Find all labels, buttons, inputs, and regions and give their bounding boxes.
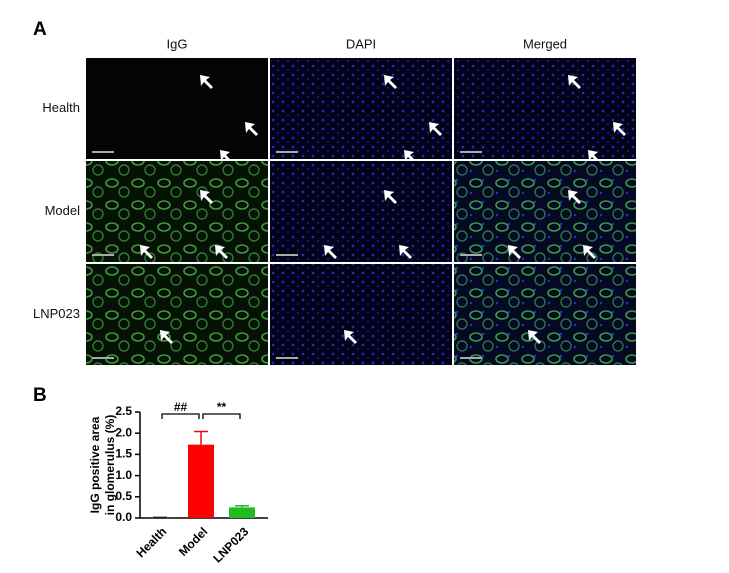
panel-label: A xyxy=(33,19,47,40)
arrow xyxy=(200,75,213,89)
significance-bracket xyxy=(161,413,200,419)
y-tick-label: 1.0 xyxy=(115,468,132,482)
micrograph-grid: IgG DAPI Merged Health Model LNP023 xyxy=(33,36,636,365)
bar xyxy=(188,444,214,518)
arrow xyxy=(568,190,581,204)
micrograph xyxy=(86,58,268,159)
significance-bracket xyxy=(202,413,241,419)
error-bar xyxy=(194,430,208,445)
micrograph xyxy=(86,264,268,365)
x-tick-label: LNP023 xyxy=(210,524,251,565)
arrow xyxy=(140,245,153,259)
arrow xyxy=(245,122,258,136)
arrow xyxy=(508,245,521,259)
micrograph xyxy=(454,264,636,365)
y-tick-label: 0.0 xyxy=(115,510,132,524)
y-tick-label: 2.5 xyxy=(115,404,132,418)
micrograph xyxy=(270,58,452,159)
micrograph xyxy=(270,161,452,262)
arrow xyxy=(528,330,541,344)
error-bar xyxy=(235,504,249,508)
arrow xyxy=(429,122,442,136)
significance-label: ** xyxy=(217,400,227,414)
y-axis-label: IgG positive area xyxy=(88,416,102,513)
y-tick-label: 2.0 xyxy=(115,425,132,439)
arrow xyxy=(220,150,233,164)
row-label: Health xyxy=(42,100,80,115)
x-tick-label: Model xyxy=(176,524,210,558)
x-tick-label: Health xyxy=(134,524,170,560)
arrow xyxy=(160,330,173,344)
micrograph xyxy=(270,264,452,365)
arrow xyxy=(399,245,412,259)
row-label: LNP023 xyxy=(33,306,80,321)
arrow xyxy=(200,190,213,204)
micrograph xyxy=(454,58,636,159)
y-tick-label: 0.5 xyxy=(115,489,132,503)
bar xyxy=(229,507,255,518)
arrow xyxy=(384,75,397,89)
micrograph xyxy=(454,161,636,262)
arrow xyxy=(324,245,337,259)
column-header: Merged xyxy=(523,36,567,51)
arrow xyxy=(344,330,357,344)
column-header: DAPI xyxy=(346,36,376,51)
arrow xyxy=(613,122,626,136)
arrow xyxy=(404,150,417,164)
arrow xyxy=(583,245,596,259)
micrograph xyxy=(86,161,268,262)
arrow xyxy=(384,190,397,204)
column-header: IgG xyxy=(167,36,188,51)
significance-label: ## xyxy=(174,400,188,414)
arrow xyxy=(215,245,228,259)
panel-label: B xyxy=(33,385,47,406)
bar-chart: 0.0 0.5 1.0 1.5 2.0 2.5 IgG positive area in gl… xyxy=(88,400,268,565)
row-label: Model xyxy=(45,203,81,218)
arrow xyxy=(588,150,601,164)
y-tick-label: 1.5 xyxy=(115,447,132,461)
arrow xyxy=(568,75,581,89)
y-axis-label: in glomerulus (%) xyxy=(103,415,117,516)
